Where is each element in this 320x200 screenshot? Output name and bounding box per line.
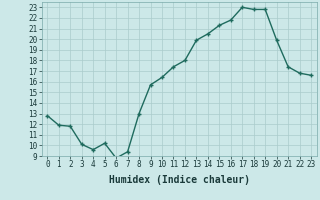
- X-axis label: Humidex (Indice chaleur): Humidex (Indice chaleur): [109, 175, 250, 185]
